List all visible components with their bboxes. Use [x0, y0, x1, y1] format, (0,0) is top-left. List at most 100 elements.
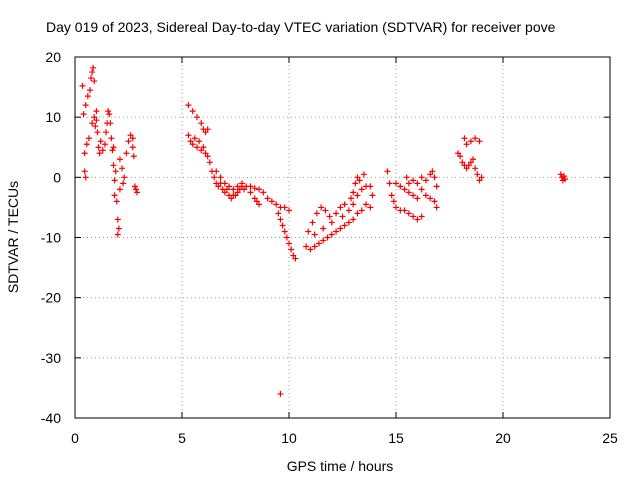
data-point [275, 210, 282, 217]
data-point [91, 78, 98, 85]
y-tick-label: 20 [45, 49, 61, 65]
data-point [247, 189, 254, 196]
data-point [476, 177, 483, 184]
data-point [94, 129, 101, 136]
data-point [324, 234, 331, 241]
data-point [189, 108, 196, 115]
data-point [467, 138, 474, 145]
data-point [256, 186, 263, 193]
data-point [431, 174, 438, 181]
x-tick-label: 20 [495, 430, 511, 446]
data-point [193, 114, 200, 121]
data-point [198, 120, 205, 127]
data-point [111, 177, 118, 184]
data-point [80, 111, 87, 118]
y-tick-label: 10 [45, 109, 61, 125]
data-point [101, 141, 108, 148]
data-point [81, 150, 88, 157]
data-point [247, 183, 254, 190]
x-axis-label: GPS time / hours [287, 458, 394, 474]
y-tick-label: -10 [41, 230, 61, 246]
data-point [311, 243, 318, 250]
data-point [93, 108, 100, 115]
data-point [200, 144, 207, 151]
data-point [433, 183, 440, 190]
y-tick-label: -20 [41, 290, 61, 306]
x-tick-label: 10 [281, 430, 297, 446]
data-point [472, 165, 479, 172]
data-point [79, 82, 86, 89]
data-point [277, 216, 284, 223]
data-point [405, 189, 412, 196]
data-point [213, 168, 220, 175]
data-point [217, 174, 224, 181]
data-point [281, 228, 288, 235]
data-point [320, 225, 327, 232]
data-point [461, 135, 468, 142]
data-point [103, 129, 110, 136]
data-point [352, 180, 359, 187]
x-axis-ticks: 0 5 10 15 20 25 [71, 57, 618, 446]
data-point [92, 123, 99, 130]
data-point [405, 180, 412, 187]
data-point [107, 120, 114, 127]
data-point [86, 87, 93, 94]
data-point [129, 135, 136, 142]
data-point [230, 186, 237, 193]
data-point [215, 183, 222, 190]
chart-title: Day 019 of 2023, Sidereal Day-to-day VTE… [46, 19, 556, 35]
data-point [474, 171, 481, 178]
data-point [123, 150, 130, 157]
data-point [277, 390, 284, 397]
data-point [189, 141, 196, 148]
data-point [202, 129, 209, 136]
data-point [345, 219, 352, 226]
y-tick-label: -30 [41, 350, 61, 366]
y-axis-ticks: -40 -30 -20 -10 0 10 20 [41, 49, 610, 426]
data-point [354, 210, 361, 217]
data-point [463, 141, 470, 148]
data-point [85, 135, 92, 142]
data-point [305, 228, 312, 235]
data-point [557, 171, 564, 178]
data-point [290, 252, 297, 259]
data-point [125, 138, 132, 145]
data-points [79, 64, 569, 397]
data-point [560, 173, 567, 180]
x-tick-label: 15 [388, 430, 404, 446]
data-point [367, 204, 374, 211]
data-point [234, 183, 241, 190]
data-point [268, 198, 275, 205]
data-point [470, 156, 477, 163]
data-point [91, 114, 98, 121]
data-point [131, 183, 138, 190]
data-point [328, 231, 335, 238]
data-point [463, 165, 470, 172]
data-point [427, 195, 434, 202]
data-point [422, 177, 429, 184]
data-point [320, 237, 327, 244]
data-point [211, 174, 218, 181]
data-point [264, 195, 271, 202]
data-point [405, 210, 412, 217]
data-point [204, 126, 211, 133]
data-point [238, 180, 245, 187]
data-point [307, 246, 314, 253]
data-point [367, 183, 374, 190]
data-point [339, 213, 346, 220]
data-point [410, 213, 417, 220]
data-point [433, 204, 440, 211]
data-point [459, 159, 466, 166]
data-point [358, 186, 365, 193]
data-point [193, 144, 200, 151]
y-axis-label: SDTVAR / TECUs [5, 181, 21, 293]
data-point [114, 231, 121, 238]
data-point [281, 204, 288, 211]
data-point [418, 186, 425, 193]
data-point [82, 174, 89, 181]
data-point [112, 168, 119, 175]
data-point [341, 201, 348, 208]
data-point [472, 135, 479, 142]
y-tick-label: -40 [41, 410, 61, 426]
